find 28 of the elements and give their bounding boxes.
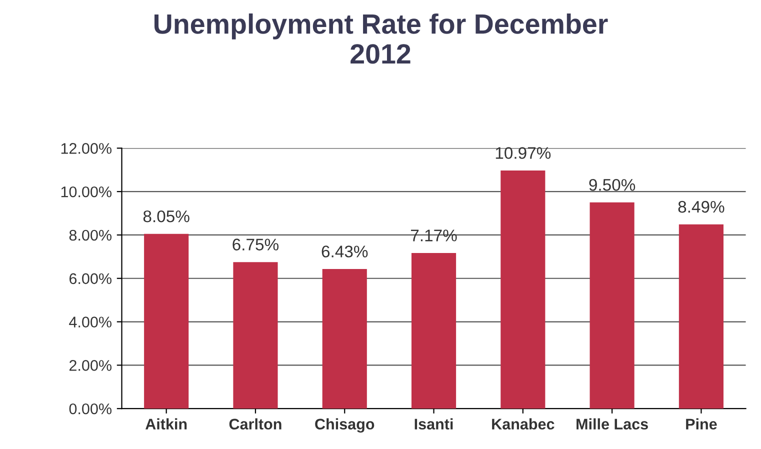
y-tick-label: 6.00%: [69, 273, 112, 284]
y-tick-label: 10.00%: [61, 186, 112, 198]
bar: [233, 262, 278, 409]
bar: [500, 170, 546, 409]
data-label: 10.97%: [496, 147, 551, 159]
x-tick-label: Isanti: [414, 418, 453, 430]
y-tick-label: 8.00%: [69, 230, 112, 241]
x-tick-label: Carlton: [229, 418, 282, 430]
y-tick-label: 4.00%: [69, 316, 112, 328]
bar: [144, 234, 189, 409]
bar: [590, 202, 634, 409]
bar: [322, 269, 367, 409]
data-label: 6.75%: [232, 238, 279, 250]
x-tick-label: Kanabec: [492, 418, 554, 430]
x-tick-label: Aitkin: [145, 418, 187, 430]
bar: [411, 252, 456, 409]
data-label: 6.43%: [322, 246, 368, 258]
y-tick-label: 0.00%: [69, 403, 112, 414]
bar: [678, 224, 724, 409]
data-label: 9.50%: [589, 178, 636, 191]
x-tick-label: Pine: [686, 418, 717, 430]
y-tick-label: 12.00%: [61, 143, 112, 154]
x-tick-label: Chisago: [315, 418, 374, 433]
y-tick-label: 2.00%: [69, 360, 112, 371]
x-tick-label: Mille Lacs: [576, 418, 648, 430]
data-label: 8.49%: [678, 200, 724, 213]
data-label: 8.05%: [143, 210, 190, 222]
chart-title: Unemployment Rate for December 2012: [154, 13, 608, 64]
